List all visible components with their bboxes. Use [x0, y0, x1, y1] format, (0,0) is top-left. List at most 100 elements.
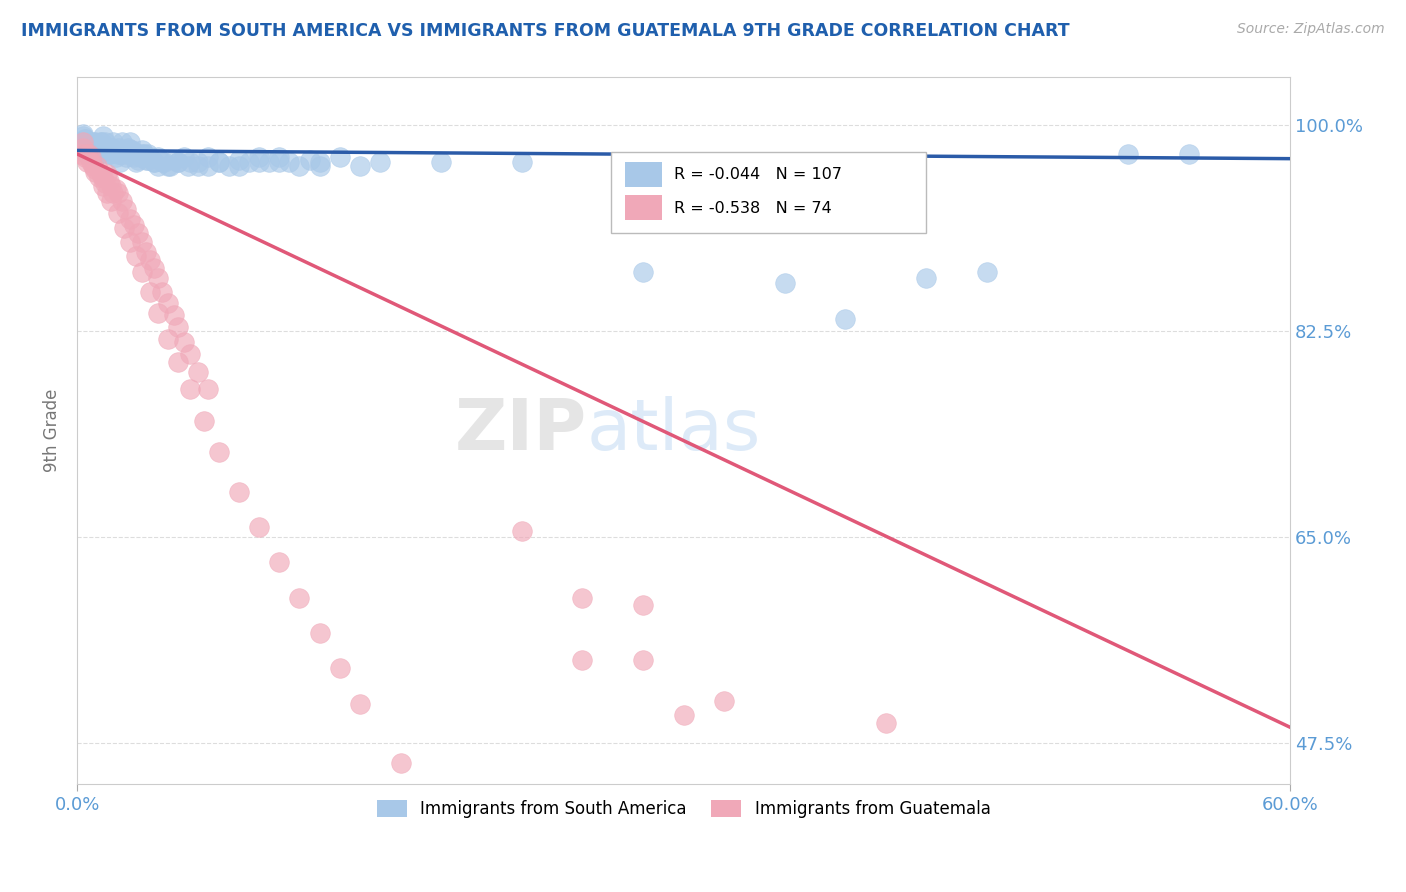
Point — [104, 151, 127, 165]
Point — [82, 144, 104, 158]
Point — [75, 131, 97, 145]
Point — [278, 155, 301, 169]
Point — [308, 159, 330, 173]
Point — [146, 159, 169, 173]
Point — [122, 147, 145, 161]
Point — [125, 155, 148, 169]
Point — [80, 155, 103, 169]
Point — [118, 135, 141, 149]
Point — [370, 155, 392, 169]
Point — [193, 414, 215, 428]
Point — [131, 144, 153, 158]
Point — [672, 708, 695, 723]
Point — [98, 174, 121, 188]
Point — [349, 159, 371, 173]
Point — [197, 159, 219, 173]
Text: ZIP: ZIP — [454, 396, 586, 465]
Point — [247, 151, 270, 165]
Point — [139, 151, 162, 165]
Point — [100, 141, 122, 155]
Point — [131, 235, 153, 250]
Point — [631, 653, 654, 667]
Point — [90, 135, 112, 149]
Point — [104, 182, 127, 196]
Point — [114, 147, 136, 161]
Point — [329, 151, 352, 165]
Point — [915, 270, 938, 285]
Point — [207, 444, 229, 458]
Point — [179, 383, 201, 397]
Point — [93, 141, 115, 155]
Point — [114, 151, 136, 165]
Point — [86, 144, 108, 158]
Legend: Immigrants from South America, Immigrants from Guatemala: Immigrants from South America, Immigrant… — [370, 793, 997, 825]
Point — [76, 155, 98, 169]
Point — [207, 155, 229, 169]
Point — [150, 155, 173, 169]
Point — [70, 135, 93, 149]
Point — [159, 159, 181, 173]
Point — [70, 147, 93, 161]
Point — [269, 155, 291, 169]
Point — [80, 151, 103, 165]
Point — [100, 178, 122, 193]
Point — [257, 155, 280, 169]
Point — [118, 211, 141, 226]
Point — [157, 159, 180, 173]
Point — [146, 306, 169, 320]
Point — [98, 147, 121, 161]
Point — [167, 320, 190, 334]
Point — [98, 147, 121, 161]
Point — [269, 556, 291, 570]
Point — [132, 147, 155, 161]
Point — [108, 155, 131, 169]
Point — [510, 524, 533, 538]
Point — [110, 147, 132, 161]
Point — [107, 186, 129, 200]
Point — [349, 697, 371, 711]
Point — [136, 147, 159, 161]
Point — [135, 244, 157, 259]
Point — [100, 194, 122, 208]
Point — [631, 265, 654, 279]
Point — [77, 147, 100, 161]
Point — [187, 159, 209, 173]
Point — [93, 178, 115, 193]
Point — [103, 135, 125, 149]
Point — [163, 153, 186, 167]
Point — [179, 155, 201, 169]
Point — [127, 147, 149, 161]
Point — [100, 141, 122, 155]
Point — [163, 308, 186, 322]
Point — [308, 626, 330, 640]
Point — [75, 151, 97, 165]
Point — [179, 347, 201, 361]
Point — [389, 756, 412, 770]
Point — [157, 332, 180, 346]
Point — [107, 141, 129, 155]
Bar — [626, 195, 662, 220]
Text: Source: ZipAtlas.com: Source: ZipAtlas.com — [1237, 22, 1385, 37]
Point — [207, 155, 229, 169]
Point — [1116, 147, 1139, 161]
Point — [146, 270, 169, 285]
Point — [96, 167, 118, 181]
Point — [228, 159, 250, 173]
Y-axis label: 9th Grade: 9th Grade — [44, 389, 60, 472]
Point — [976, 265, 998, 279]
Point — [288, 591, 311, 605]
Point — [104, 144, 127, 158]
Point — [107, 147, 129, 161]
FancyBboxPatch shape — [610, 152, 927, 233]
Point — [128, 151, 150, 165]
Point — [72, 129, 94, 144]
Point — [94, 177, 117, 191]
Point — [167, 155, 190, 169]
Point — [93, 170, 115, 185]
Point — [247, 520, 270, 534]
Point — [108, 147, 131, 161]
Point — [571, 653, 593, 667]
Point — [308, 155, 330, 169]
Point — [329, 661, 352, 675]
Point — [139, 252, 162, 267]
